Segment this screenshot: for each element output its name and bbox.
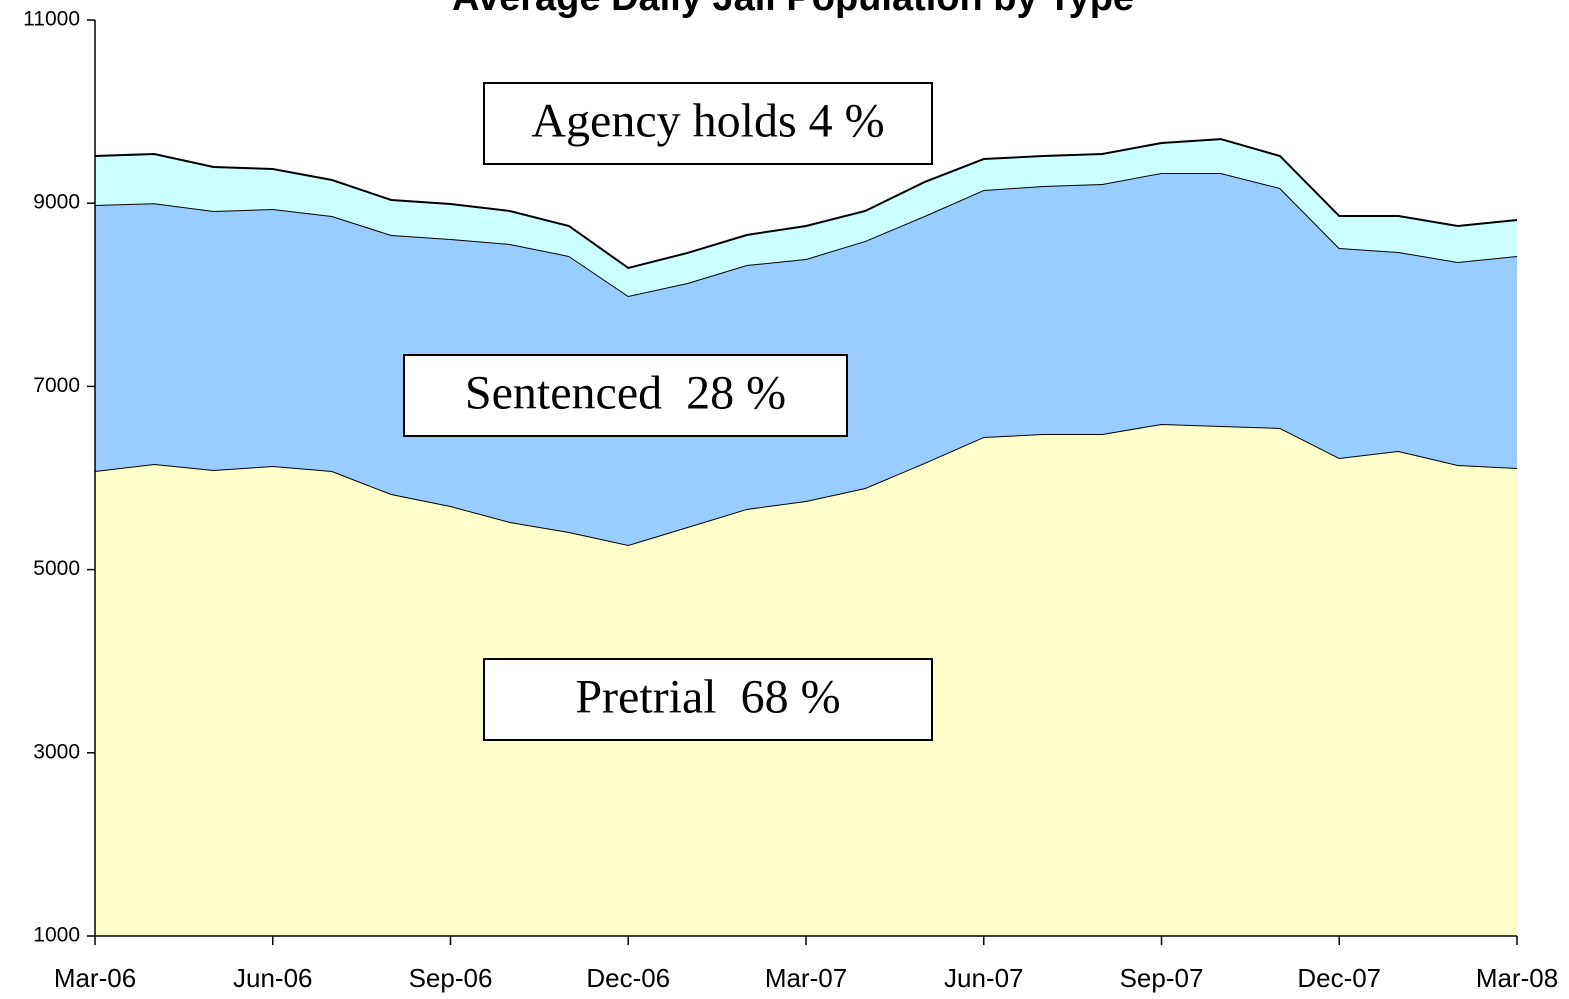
- y-tick-label: 3000: [33, 740, 80, 763]
- annotation: Pretrial 68 %: [575, 671, 840, 724]
- area-fill: [95, 139, 1517, 296]
- x-tick-label: Mar-08: [1476, 963, 1558, 993]
- y-tick-label: 7000: [33, 374, 80, 397]
- y-tick-label: 5000: [33, 557, 80, 580]
- annotation-box: [483, 658, 933, 741]
- x-tick-label: Jun-06: [233, 963, 313, 993]
- x-tick-label: Mar-07: [765, 963, 847, 993]
- chart-title: Average Daily Jail Population by Type: [452, 0, 1134, 19]
- x-tick-label: Mar-06: [54, 963, 136, 993]
- y-tick-label: 11000: [23, 8, 80, 31]
- area-line: [94, 138, 1518, 270]
- annotation: Agency holds 4 %: [531, 95, 884, 148]
- annotation-box: [403, 354, 848, 437]
- x-tick-label: Sep-06: [409, 963, 493, 993]
- annotation-box: [483, 82, 933, 165]
- x-tick-label: Dec-06: [586, 963, 670, 993]
- x-tick-label: Jun-07: [944, 963, 1024, 993]
- x-tick-label: Sep-07: [1120, 963, 1204, 993]
- annotation: Sentenced 28 %: [465, 367, 786, 420]
- x-tick-label: Dec-07: [1297, 963, 1381, 993]
- y-tick-label: 1000: [33, 924, 80, 947]
- y-tick-label: 9000: [33, 191, 80, 214]
